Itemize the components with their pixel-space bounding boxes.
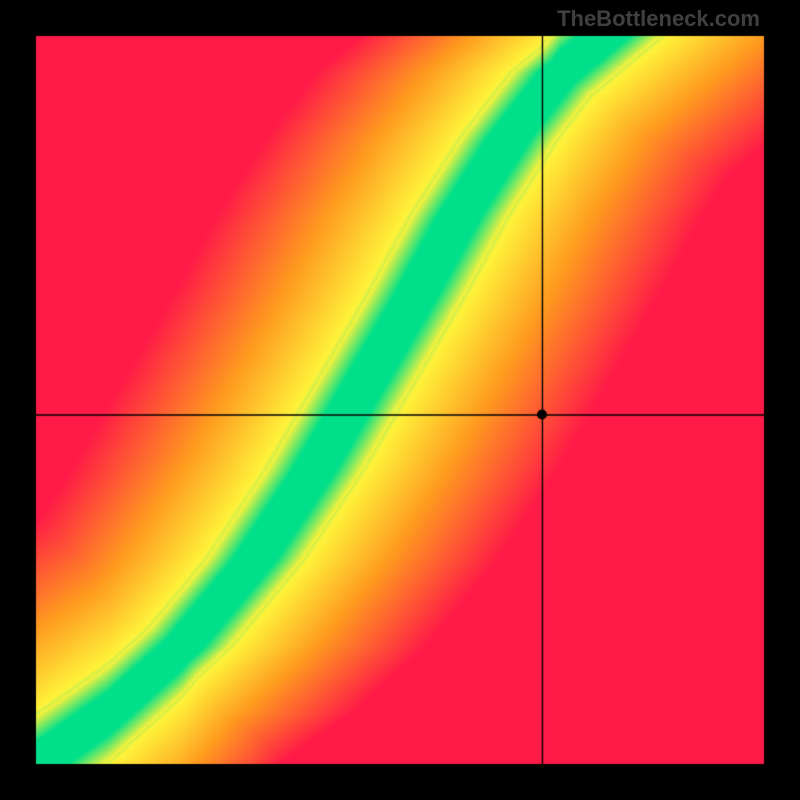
heatmap-canvas: [0, 0, 800, 800]
chart-container: TheBottleneck.com: [0, 0, 800, 800]
watermark-text: TheBottleneck.com: [557, 6, 760, 32]
